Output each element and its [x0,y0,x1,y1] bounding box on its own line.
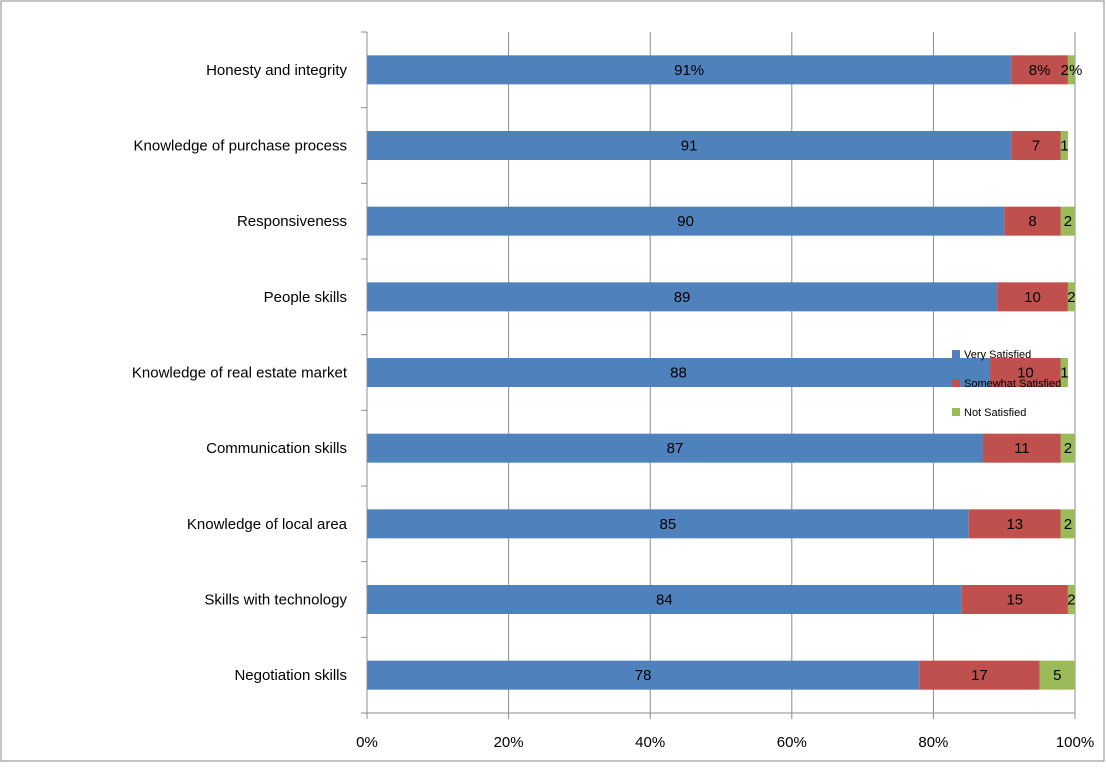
data-label: 87 [667,440,684,457]
data-label: 89 [674,289,691,306]
data-label: 2 [1067,289,1075,306]
legend-swatch [952,379,960,387]
bar-segment [367,55,1012,85]
axes: 0% 20% 40% 60% 80% 100% Honesty and integrity K… [132,31,1094,751]
data-label: 78 [635,667,652,684]
data-label: 17 [971,667,988,684]
bar-segment [367,282,998,312]
legend-label: Somewhat Satisfied [964,378,1061,390]
bar-segment [961,585,1068,614]
category-label: Knowledge of purchase process [134,138,347,155]
bar-segment [982,433,1061,463]
data-label: 15 [1006,592,1023,609]
data-label: 2 [1067,592,1075,609]
data-label: 10 [1024,289,1041,306]
data-label: 2 [1064,516,1072,533]
legend-label: Very Satisfied [964,349,1031,361]
bar-segment [1060,358,1068,387]
data-label: 91 [681,138,698,155]
data-label: 90 [677,213,694,230]
bar-segment [968,509,1061,539]
data-label: 13 [1006,516,1023,533]
x-tick-label: 100% [1056,734,1094,751]
bar-segment [1004,206,1061,236]
data-label: 2 [1064,440,1072,457]
data-label: 7 [1032,138,1040,155]
bar-segment [367,358,991,387]
category-label: Communication skills [206,440,347,457]
bar-segment [1067,55,1075,85]
bar-segment [1060,206,1075,236]
x-tick-label: 40% [635,734,665,751]
legend: Very Satisfied Somewhat Satisfied Not Sati… [952,349,1061,419]
legend-swatch [952,350,960,358]
data-label: 1 [1060,138,1068,155]
legend-swatch [952,408,960,416]
bar-segment [367,433,983,463]
x-tick-label: 80% [918,734,948,751]
x-tick-label: 20% [494,734,524,751]
x-tick-label: 0% [356,734,378,751]
category-label: Skills with technology [204,592,347,609]
bar-segment [367,660,920,690]
bar-segment [367,131,1012,160]
data-label: 1 [1060,365,1068,382]
bar-segment [997,282,1068,312]
data-label: 5 [1053,667,1061,684]
data-label: 8 [1028,213,1036,230]
bar-segment [1060,433,1075,463]
bar-segment [1060,131,1068,160]
category-label: People skills [264,289,347,306]
category-label: Responsiveness [237,213,347,230]
bar-segment [990,358,1061,387]
bar-segment [1067,282,1075,312]
data-label: 2 [1064,213,1072,230]
bar-segment [1039,660,1075,690]
data-label: 88 [670,365,687,382]
bar-segment [1011,131,1061,160]
bar-segment [367,585,962,614]
data-label: 10 [1017,365,1034,382]
bars: 91% 8% 2% 91 7 1 90 8 2 89 10 2 88 10 1 87 11 2 85 13 2 84 15 2… [367,55,1083,690]
category-label: Honesty and integrity [206,62,347,79]
bar-segment [919,660,1040,690]
bar-segment [1060,509,1075,539]
data-label: 8% [1029,62,1051,79]
data-label: 11 [1014,440,1030,457]
category-label: Knowledge of real estate market [132,365,348,382]
data-label: 91% [674,62,704,79]
bar-segment [1067,585,1075,614]
legend-label: Not Satisfied [964,407,1026,419]
bar-segment [367,206,1005,236]
bar-segment [1011,55,1068,85]
data-label: 84 [656,592,673,609]
data-label: 2% [1061,62,1083,79]
category-label: Knowledge of local area [187,516,348,533]
data-label: 85 [660,516,677,533]
bar-segment [367,509,969,539]
x-tick-label: 60% [777,734,807,751]
category-label: Negotiation skills [234,667,347,684]
